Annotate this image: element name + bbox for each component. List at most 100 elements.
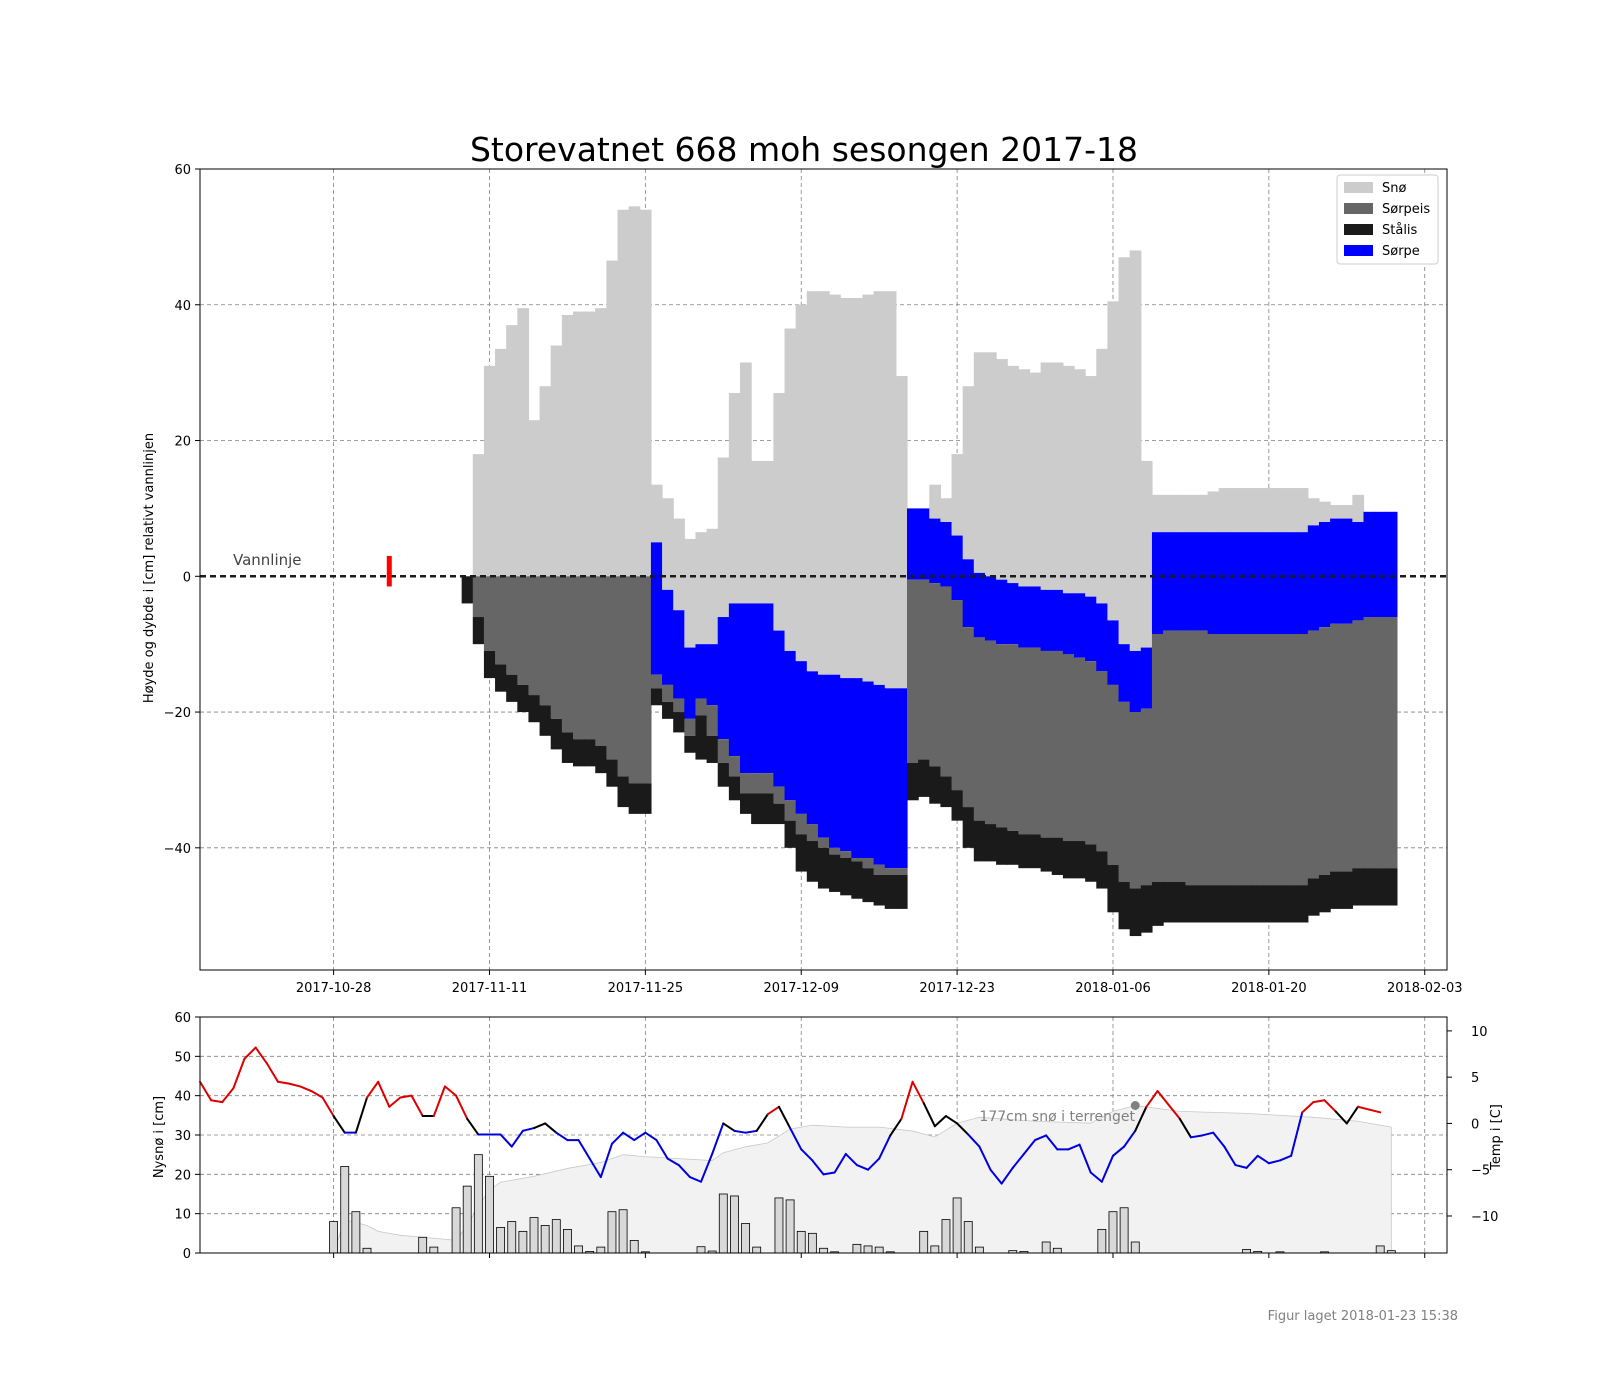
blue-ice-column: [1040, 837, 1053, 872]
slush-ice-column: [1185, 630, 1198, 886]
y2-tick-label: 5: [1471, 1071, 1479, 1086]
snow-column: [962, 386, 975, 560]
temperature-segment: [1123, 1129, 1137, 1148]
slush-column: [773, 630, 786, 787]
temperature-segment: [377, 1080, 391, 1108]
temperature-segment: [1278, 1154, 1293, 1162]
snow-column: [1118, 257, 1131, 645]
new-snow-bar: [563, 1229, 572, 1254]
x-tick-label: 2017-10-28: [296, 981, 372, 996]
temperature-segment: [1067, 1143, 1081, 1151]
snow-column: [684, 538, 697, 648]
slush-ice-column: [1029, 647, 1042, 835]
slush-ice-column: [1374, 617, 1387, 869]
blue-ice-column: [1241, 885, 1253, 923]
slush-ice-column: [650, 674, 663, 689]
temperature-segment: [956, 1122, 970, 1136]
slush-ice-column: [1285, 633, 1298, 886]
new-snow-bar: [1119, 1207, 1129, 1254]
x-tick-label: 2017-12-09: [763, 981, 839, 996]
blue-ice-column: [628, 783, 641, 814]
slush-column: [1307, 525, 1320, 631]
snow-column: [996, 359, 1008, 580]
blue-ice-column: [717, 762, 730, 787]
slush-column: [1341, 518, 1353, 624]
blue-ice-column: [929, 766, 942, 804]
temperature-segment: [443, 1085, 458, 1097]
temperature-segment: [310, 1090, 324, 1099]
slush-ice-column: [606, 576, 619, 760]
slush-ice-column: [1163, 630, 1175, 882]
temperature-segment: [1134, 1105, 1148, 1132]
y-tick-label: 20: [174, 1168, 191, 1183]
temperature-segment: [366, 1080, 380, 1099]
snow-column: [1318, 501, 1331, 522]
new-snow-bar: [1108, 1211, 1118, 1254]
temperature-segment: [789, 1127, 803, 1151]
slush-ice-column: [662, 684, 674, 702]
temperature-line: [199, 1046, 1382, 1185]
slush-column: [795, 661, 808, 814]
waterline-label: Vannlinje: [233, 551, 302, 569]
temperature-segment: [499, 1133, 513, 1148]
snow-column: [1296, 488, 1309, 533]
slush-column: [895, 688, 908, 869]
slush-ice-column: [762, 773, 774, 794]
new-snow-bar: [1130, 1241, 1140, 1254]
temperature-segment: [210, 1099, 224, 1104]
temperature-segment: [1022, 1139, 1037, 1155]
snow-column: [1229, 488, 1242, 533]
temperature-segment: [855, 1164, 870, 1171]
temperature-segment: [911, 1080, 925, 1105]
blue-ice-column: [1185, 885, 1198, 923]
slush-column: [1185, 532, 1198, 631]
slush-column: [1241, 532, 1253, 634]
snow-column: [1074, 369, 1086, 594]
slush-column: [751, 603, 763, 774]
slush-column: [650, 542, 663, 675]
temperature-segment: [265, 1062, 279, 1083]
snow-column: [1196, 494, 1209, 533]
blue-ice-column: [895, 874, 908, 909]
new-snow-bar: [507, 1221, 517, 1254]
slush-ice-column: [773, 786, 786, 804]
x-tick-label: 2017-11-11: [452, 981, 528, 996]
snow-column: [873, 291, 886, 685]
slush-ice-column: [1096, 671, 1109, 852]
blue-ice-column: [673, 712, 685, 733]
snow-column: [695, 532, 708, 645]
slush-ice-column: [517, 576, 530, 685]
snow-column: [1352, 494, 1365, 522]
legend-swatch-stalis: [1344, 224, 1373, 235]
temperature-segment: [199, 1080, 213, 1102]
new-snow-bar: [607, 1211, 617, 1254]
x-tick-label: 2017-11-25: [608, 981, 684, 996]
new-snow-bar: [752, 1246, 762, 1254]
snow-column: [1218, 488, 1231, 533]
slush-ice-column: [1118, 701, 1131, 882]
temperature-segment: [1045, 1134, 1059, 1151]
slush-column: [1107, 620, 1120, 685]
temperature-segment: [733, 1129, 747, 1134]
temperature-segment: [1145, 1090, 1159, 1108]
blue-ice-column: [1385, 868, 1398, 906]
snow-column: [1096, 348, 1109, 604]
snow-column: [572, 311, 585, 577]
blue-ice-column: [862, 868, 875, 903]
terrain-snow-marker: [1130, 1101, 1140, 1110]
slush-column: [1207, 532, 1220, 634]
slush-ice-column: [951, 600, 964, 791]
blue-ice-column: [1307, 878, 1320, 916]
snow-column: [1241, 488, 1253, 533]
slush-column: [984, 576, 997, 641]
bottom-axes: 0 10 20 30 40 50 60 −10 −5 0 5 10: [174, 1011, 1498, 1262]
temperature-segment: [867, 1157, 881, 1171]
legend-swatch-sorpe: [1344, 245, 1373, 256]
blue-ice-column: [1029, 834, 1042, 869]
temperature-segment: [1245, 1154, 1259, 1169]
blue-ice-column: [940, 776, 953, 808]
snow-column: [795, 304, 808, 662]
slush-ice-column: [984, 640, 997, 825]
blue-ice-column: [1096, 851, 1109, 889]
new-snow-bar: [852, 1243, 862, 1254]
